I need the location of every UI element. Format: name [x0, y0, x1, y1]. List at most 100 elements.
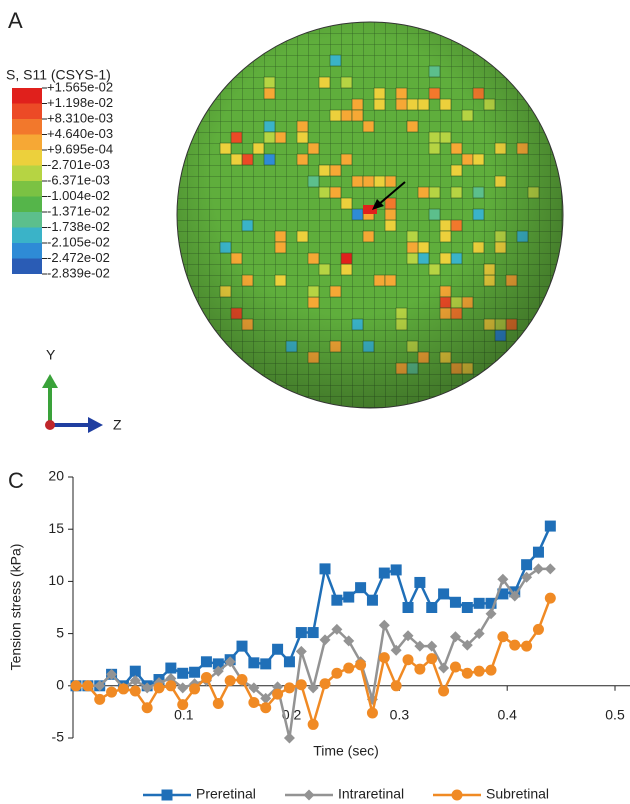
legend-label: -2.839e-02 [47, 265, 110, 280]
marker [414, 576, 426, 588]
marker [283, 732, 295, 744]
marker [165, 662, 177, 674]
marker [331, 623, 343, 635]
marker [521, 640, 533, 652]
marker [331, 594, 343, 606]
legend-swatch [12, 212, 42, 228]
marker [319, 678, 331, 690]
legend-swatch [12, 196, 42, 212]
arrow-head [372, 199, 384, 210]
legend-swatch [12, 134, 42, 150]
legend-title: S, S11 (CSYS-1) [6, 67, 111, 83]
legend-label: -6.371e-03 [47, 172, 110, 187]
x-tick-label: 0.5 [605, 707, 625, 723]
marker [426, 640, 438, 652]
marker [212, 658, 224, 670]
marker [473, 628, 485, 640]
marker [343, 662, 355, 674]
marker [319, 563, 331, 575]
legend-swatch [12, 150, 42, 166]
marker [402, 654, 414, 666]
marker [485, 664, 497, 676]
panel-label: C [8, 468, 24, 493]
marker [165, 680, 177, 692]
legend-label: +1.198e-02 [47, 95, 113, 110]
marker [378, 567, 390, 579]
marker [141, 682, 153, 694]
legend-label: -1.738e-02 [47, 219, 110, 234]
legend-label: -2.105e-02 [47, 234, 110, 249]
marker [438, 685, 450, 697]
marker [521, 559, 533, 571]
marker [236, 674, 248, 686]
legend-swatch [12, 227, 42, 243]
marker [378, 652, 390, 664]
marker [390, 680, 402, 692]
marker [485, 597, 497, 609]
marker [390, 644, 402, 656]
marker [141, 702, 153, 714]
marker [177, 699, 189, 711]
marker [414, 640, 426, 652]
marker [260, 692, 272, 704]
marker [343, 591, 355, 603]
marker [117, 683, 129, 695]
marker [378, 619, 390, 631]
axis-origin [45, 420, 55, 430]
marker [129, 675, 141, 687]
marker [497, 631, 509, 643]
marker [438, 588, 450, 600]
marker [343, 635, 355, 647]
marker [449, 631, 461, 643]
marker [355, 582, 367, 594]
marker [224, 675, 236, 687]
legend-swatch [12, 181, 42, 197]
marker [532, 623, 544, 635]
x-axis-label: Time (sec) [313, 743, 379, 759]
marker [426, 653, 438, 665]
sphere-shade [176, 21, 564, 409]
y-tick-label: -5 [52, 729, 65, 745]
marker [366, 594, 378, 606]
marker [248, 697, 260, 709]
y-axis-label: Tension stress (kPa) [8, 544, 24, 671]
marker [295, 645, 307, 657]
y-tick-label: 5 [56, 624, 64, 640]
legend-label: Subretinal [486, 786, 549, 802]
legend-label: -1.004e-02 [47, 188, 110, 203]
legend-label: -1.371e-02 [47, 203, 110, 218]
marker [189, 683, 201, 695]
marker [94, 680, 106, 692]
marker [200, 671, 212, 683]
marker [461, 667, 473, 679]
panel-label: A [8, 8, 23, 33]
marker [82, 680, 94, 692]
y-tick-label: 20 [48, 468, 64, 484]
marker [248, 657, 260, 669]
marker [544, 592, 556, 604]
marker [94, 693, 106, 705]
x-tick-label: 0.4 [497, 707, 517, 723]
legend-label: -2.472e-02 [47, 250, 110, 265]
marker [248, 682, 260, 694]
marker [212, 665, 224, 677]
marker [295, 627, 307, 639]
marker [509, 639, 521, 651]
legend-label: +9.695e-04 [47, 141, 113, 156]
marker [319, 634, 331, 646]
marker [106, 686, 118, 698]
marker [366, 707, 378, 719]
marker [307, 682, 319, 694]
marker [461, 639, 473, 651]
marker [272, 643, 284, 655]
legend-label: Intraretinal [338, 786, 404, 802]
legend-swatch [12, 258, 42, 274]
marker [497, 588, 509, 600]
legend-label: +4.640e-03 [47, 126, 113, 141]
marker [177, 667, 189, 679]
marker [355, 659, 367, 671]
arrow [377, 181, 406, 206]
marker [521, 571, 533, 583]
marker [473, 597, 485, 609]
